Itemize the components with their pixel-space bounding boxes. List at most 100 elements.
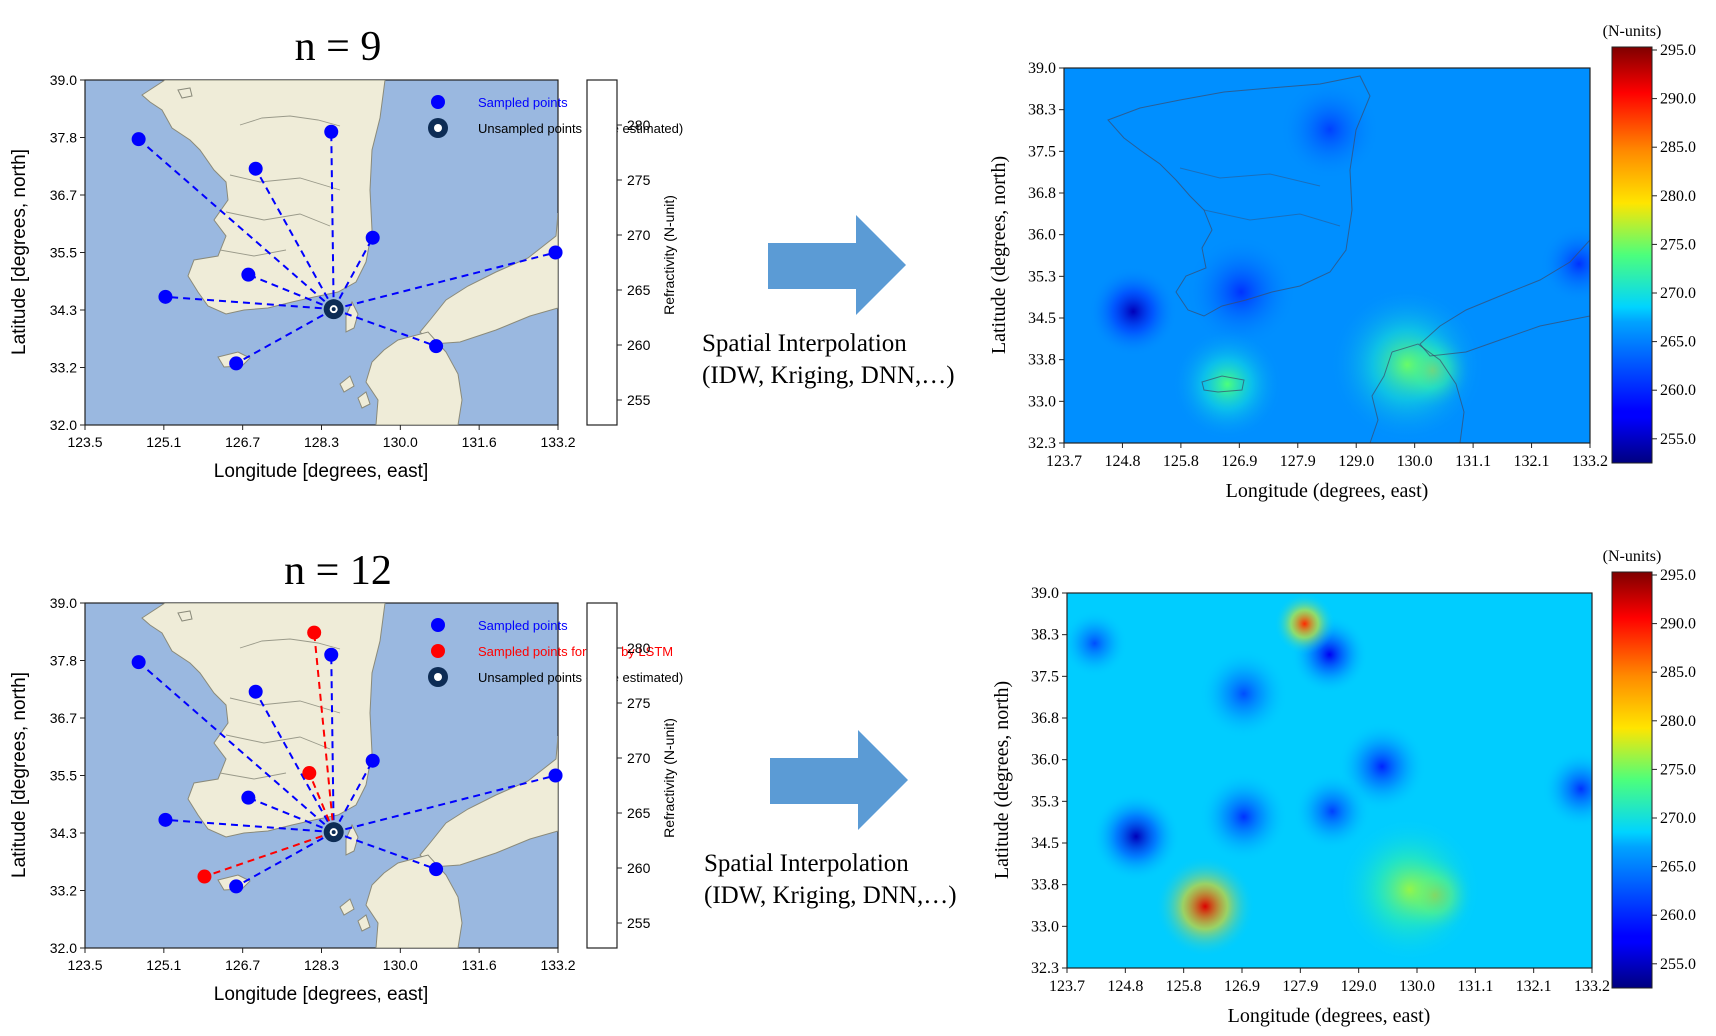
heat-anomaly (1155, 856, 1255, 957)
legend-label: Sampled points (478, 95, 568, 110)
colorbar-tick-label: 255.0 (1660, 431, 1696, 448)
y-tick-label: 36.0 (1031, 752, 1059, 769)
x-tick-label: 123.7 (1046, 453, 1082, 470)
connection-line (332, 760, 374, 833)
y-tick-label: 34.3 (50, 302, 77, 318)
map-points (131, 625, 563, 894)
x-tick-label: 125.1 (146, 957, 181, 973)
colorbar-tick-label: 280.0 (1660, 713, 1696, 730)
legend-unsampled-marker-center (434, 124, 442, 132)
heat-y-ticks: 39.0 38.3 37.5 36.8 36.0 35.3 34.5 33.8 33.0 32.3 (1031, 585, 1067, 977)
heat-colorbar-title: (N-units) (1603, 548, 1662, 565)
heat-anomaly (1329, 286, 1485, 443)
heat-colorbar-ticks: 295.0 290.0 285.0 280.0 275.0 270.0 265.0 260.0… (1652, 567, 1696, 973)
sampled-point (158, 812, 173, 827)
x-tick-label: 129.0 (1341, 978, 1377, 995)
heat-anomaly (1199, 648, 1289, 739)
colorbar-tick-label: 270.0 (1660, 285, 1696, 302)
colorbar-tick-label: 265 (627, 805, 651, 821)
colorbar-tick-label: 295.0 (1660, 42, 1696, 59)
jeju-outline (1201, 375, 1245, 393)
x-tick-label: 123.5 (67, 957, 102, 973)
heat-anomaly (1293, 772, 1371, 851)
heat-anomaly (1279, 79, 1380, 180)
y-tick-label: 34.5 (1028, 310, 1056, 327)
y-tick-label: 36.7 (50, 187, 77, 203)
colorbar-tick-label: 280 (627, 117, 651, 133)
y-tick-label: 37.8 (50, 130, 77, 146)
y-tick-label: 35.5 (50, 768, 77, 784)
connection-line (333, 831, 437, 871)
colorbar-tick-label: 260 (627, 337, 651, 353)
x-tick-label: 131.6 (462, 957, 497, 973)
colorbar-tick-label: 275.0 (1660, 236, 1696, 253)
x-tick-label: 133.2 (540, 957, 575, 973)
colorbar-tick-label: 285.0 (1660, 139, 1696, 156)
y-tick-label: 39.0 (1031, 585, 1059, 602)
y-tick-label: 33.2 (50, 360, 77, 376)
colorbar-tick-label: 270.0 (1660, 810, 1696, 827)
heat-colorbar (1611, 571, 1653, 989)
islet (177, 87, 193, 99)
sampled-point (365, 230, 380, 245)
method-examples: (IDW, Kriging, DNN,…) (702, 362, 955, 389)
colorbar-tick-label: 260.0 (1660, 907, 1696, 924)
dmz-line (239, 638, 341, 650)
y-tick-label: 39.0 (50, 72, 77, 88)
y-tick-label: 33.2 (50, 883, 77, 899)
x-tick-label: 130.0 (1399, 978, 1435, 995)
sampled-point (158, 289, 173, 304)
x-tick-label: 124.8 (1107, 978, 1143, 995)
colorbar-tick-label: 260 (627, 860, 651, 876)
legend-sampled-marker (431, 618, 445, 632)
empty-colorbar (586, 79, 618, 426)
colorbar-tick-label: 290.0 (1660, 91, 1696, 108)
legend-sampled-marker (431, 95, 445, 109)
province-line (225, 734, 331, 750)
x-tick-label: 131.1 (1455, 453, 1491, 470)
row-n12: n = 12 39.037.836.735.534.333. (9, 548, 1696, 1027)
colorbar-tick-label: 255.0 (1660, 956, 1696, 973)
sampled-point (131, 132, 146, 147)
method-label: Spatial Interpolation (704, 850, 909, 877)
colorbar-tick-label: 265.0 (1660, 334, 1696, 351)
coast-outline (1419, 239, 1590, 357)
x-tick-label: 126.7 (225, 957, 260, 973)
x-tick-label: 123.5 (67, 434, 102, 450)
connection-line (165, 818, 334, 834)
y-tick-label: 39.0 (1028, 60, 1056, 77)
x-tick-label: 125.8 (1166, 978, 1202, 995)
heat-y-label: Latitude (degrees, north) (991, 681, 1013, 879)
x-tick-label: 133.2 (540, 434, 575, 450)
x-tick-label: 127.9 (1282, 978, 1318, 995)
y-tick-label: 32.3 (1031, 960, 1059, 977)
connection-line (235, 831, 335, 888)
x-tick-label: 130.0 (383, 434, 418, 450)
y-tick-label: 32.3 (1028, 435, 1056, 452)
sampled-point (241, 790, 256, 805)
row-title: n = 9 (295, 24, 382, 70)
row-n9: n = 9 39.037.836.735.534. (9, 23, 1696, 502)
forecast-point (307, 625, 322, 640)
islet (357, 914, 371, 932)
y-tick-label: 34.3 (50, 825, 77, 841)
empty-colorbar-ticks: 280 275 270 265 260 255 (617, 117, 651, 408)
sampled-point (548, 245, 563, 260)
japan-kyushu (365, 854, 463, 948)
y-tick-label: 35.3 (1028, 268, 1056, 285)
sample-map: 39.037.836.735.534.333.232.0 123.5 125.1 1… (9, 72, 683, 482)
map-legend: Sampled points Unsampled points (to be es… (428, 95, 683, 138)
y-tick-label: 35.5 (50, 245, 77, 261)
y-tick-label: 37.5 (1031, 668, 1059, 685)
colorbar-tick-label: 260.0 (1660, 382, 1696, 399)
x-tick-label: 126.7 (225, 434, 260, 450)
map-legend: Sampled points Sampled points forecast by… (428, 618, 683, 687)
colorbar-tick-label: 280 (627, 640, 651, 656)
heat-anomaly (1199, 772, 1289, 862)
x-tick-label: 133.2 (1572, 453, 1608, 470)
connection-line (333, 308, 437, 348)
heat-anomaly (1185, 235, 1297, 348)
heatmap-blobs (1088, 79, 1590, 443)
y-tick-label: 37.8 (50, 653, 77, 669)
islet (339, 375, 355, 393)
